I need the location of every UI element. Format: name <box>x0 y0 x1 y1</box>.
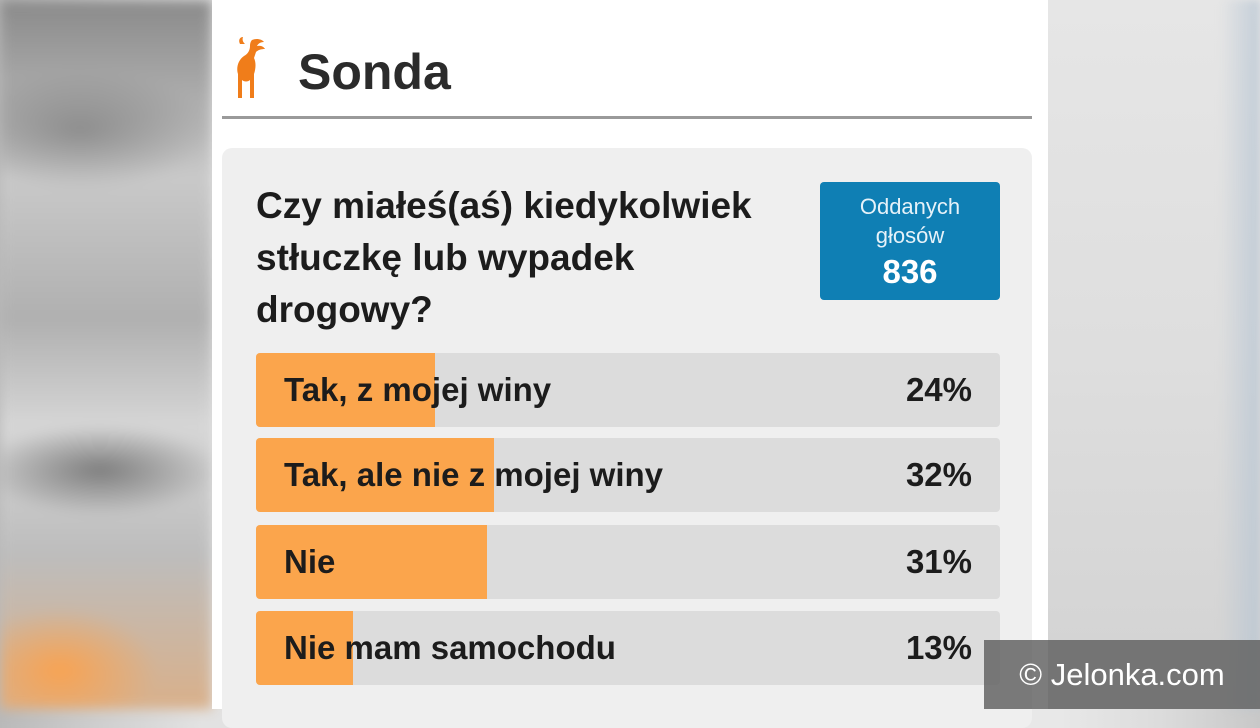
votes-label: Oddanych głosów <box>859 194 961 248</box>
option-bar-fill <box>256 438 495 512</box>
blurred-background-left <box>0 0 212 709</box>
header-divider <box>222 116 1032 119</box>
blurred-background-right <box>1048 0 1260 709</box>
poll-question: Czy miałeś(aś) kiedykolwiek stłuczkę lub… <box>256 185 752 330</box>
poll-widget: Sonda Czy miałeś(aś) kiedykolwiek stłucz… <box>212 0 1048 728</box>
votes-count: 836 <box>882 253 938 290</box>
section-header: Sonda <box>224 28 1032 118</box>
section-title: Sonda <box>298 44 451 100</box>
votes-badge: Oddanych głosów 836 <box>820 182 1000 300</box>
poll-option-1[interactable]: Tak, z mojej winy 24% <box>256 353 1000 427</box>
poll-option-2[interactable]: Tak, ale nie z mojej winy 32% <box>256 438 1000 512</box>
option-percent: 32% <box>905 456 972 493</box>
option-label: Tak, ale nie z mojej winy <box>284 456 664 493</box>
option-bar-fill <box>256 611 353 685</box>
option-percent: 24% <box>905 371 972 408</box>
poll-option-3[interactable]: Nie 31% <box>256 525 1000 599</box>
deer-logo-icon <box>230 36 266 100</box>
watermark: © Jelonka.com <box>984 640 1260 709</box>
poll-box: Czy miałeś(aś) kiedykolwiek stłuczkę lub… <box>222 148 1032 728</box>
option-label: Nie mam samochodu <box>284 629 616 666</box>
option-percent: 31% <box>905 543 972 580</box>
poll-option-4[interactable]: Nie mam samochodu 13% <box>256 611 1000 685</box>
option-percent: 13% <box>905 629 972 666</box>
option-label: Nie <box>284 543 336 580</box>
option-bar-fill <box>256 353 435 427</box>
option-label: Tak, z mojej winy <box>284 371 552 408</box>
option-bar-fill <box>256 525 487 599</box>
